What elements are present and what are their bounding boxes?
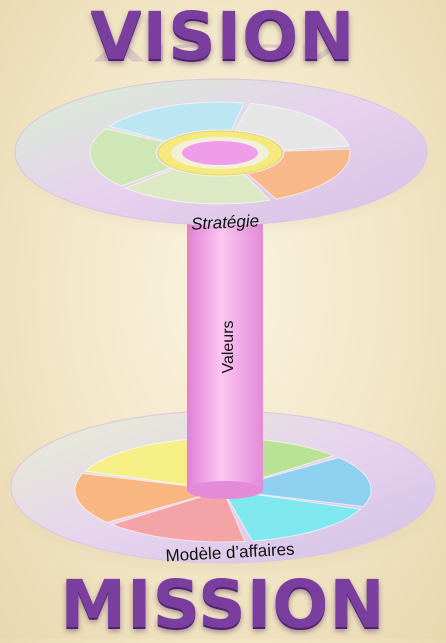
vision-title: VISION bbox=[90, 0, 356, 75]
top-disc bbox=[7, 78, 439, 237]
mission-title: MISSION bbox=[60, 566, 386, 643]
pillar bbox=[187, 200, 263, 499]
top-disc-center bbox=[182, 141, 258, 165]
top-disc-segments bbox=[89, 101, 351, 205]
top-disc-segment-2 bbox=[234, 102, 350, 151]
bottom-disc-segment-3 bbox=[222, 457, 372, 508]
top-disc-label: Stratégie bbox=[191, 211, 260, 234]
pillar-body bbox=[187, 200, 263, 490]
pillar-label: Valeurs bbox=[220, 320, 237, 373]
top-disc-segment-3 bbox=[246, 148, 351, 200]
top-disc-segment-4 bbox=[124, 168, 271, 205]
top-disc-segment-5 bbox=[89, 128, 173, 187]
bottom-disc-segment-5 bbox=[110, 489, 246, 543]
top-disc-segment-1 bbox=[107, 101, 245, 142]
pillar-base bbox=[187, 481, 263, 499]
bottom-disc-segment-4 bbox=[222, 489, 362, 542]
bottom-disc-segment-6 bbox=[74, 472, 224, 523]
